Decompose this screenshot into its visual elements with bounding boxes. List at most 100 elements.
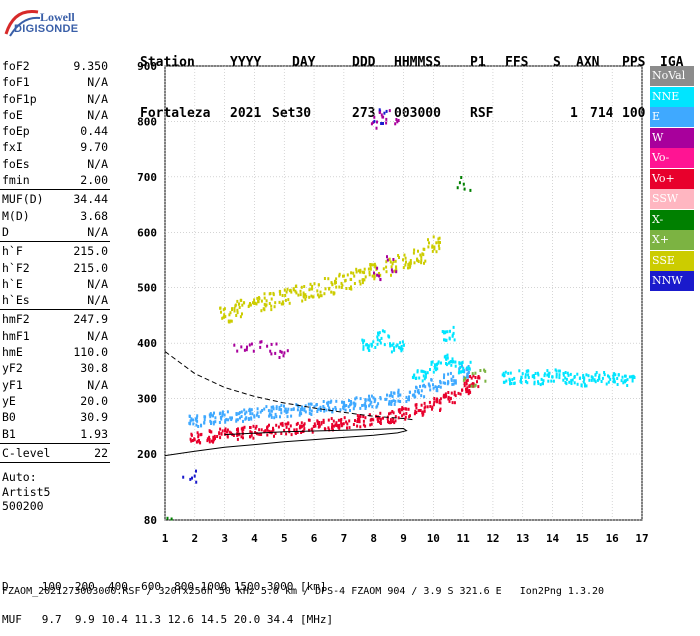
echo-point bbox=[340, 418, 343, 421]
echo-point bbox=[384, 397, 387, 401]
legend-entry: SSW bbox=[650, 189, 694, 209]
echo-point bbox=[446, 356, 449, 360]
echo-point bbox=[418, 376, 421, 380]
echo-point bbox=[243, 425, 246, 429]
echo-point bbox=[392, 411, 395, 415]
param-value: N/A bbox=[87, 377, 108, 392]
echo-point bbox=[415, 411, 418, 414]
echo-point bbox=[417, 260, 420, 263]
echo-point bbox=[393, 346, 395, 350]
echo-point bbox=[304, 404, 307, 408]
echo-point bbox=[470, 376, 473, 380]
echo-point bbox=[283, 404, 285, 408]
echo-point bbox=[270, 430, 273, 434]
echo-point bbox=[466, 375, 469, 379]
echo-point bbox=[408, 390, 411, 394]
echo-point bbox=[270, 304, 273, 308]
echo-point bbox=[348, 419, 351, 423]
echo-point bbox=[270, 409, 273, 413]
echo-point bbox=[439, 385, 442, 389]
echo-point bbox=[465, 390, 468, 394]
echo-point bbox=[396, 343, 399, 347]
echo-point bbox=[463, 381, 466, 385]
echo-point bbox=[432, 235, 435, 239]
echo-point bbox=[385, 109, 388, 113]
param-value: 2.00 bbox=[80, 173, 108, 188]
echo-point bbox=[369, 418, 372, 422]
echo-point bbox=[385, 397, 388, 401]
echo-point bbox=[272, 291, 275, 295]
echo-point bbox=[319, 290, 322, 294]
echo-point bbox=[401, 340, 404, 344]
echo-point bbox=[440, 361, 442, 365]
echo-point bbox=[199, 441, 202, 445]
echo-point bbox=[413, 395, 416, 399]
echo-point bbox=[466, 386, 469, 390]
y-tick-labels: 80 200 300 400 500 600 700 800 900 bbox=[137, 60, 157, 527]
y-tick-label: 80 bbox=[144, 514, 157, 527]
param-name: yF1 bbox=[2, 377, 23, 392]
param-value: 0.44 bbox=[80, 124, 108, 139]
echo-point bbox=[398, 409, 401, 413]
echo-point bbox=[368, 394, 370, 398]
echo-point bbox=[353, 274, 356, 278]
echo-point bbox=[345, 404, 348, 407]
echo-point bbox=[236, 428, 238, 432]
echo-point bbox=[280, 302, 283, 306]
x-tick-label: 12 bbox=[486, 532, 499, 545]
echo-point bbox=[421, 369, 424, 373]
echo-point bbox=[307, 402, 310, 406]
echo-point bbox=[390, 265, 393, 269]
echo-point bbox=[359, 415, 362, 418]
echo-point bbox=[383, 111, 386, 115]
echo-point bbox=[378, 110, 381, 114]
echo-point bbox=[428, 241, 430, 245]
param-name: h`Es bbox=[2, 293, 30, 308]
echo-point bbox=[596, 378, 599, 382]
echo-point bbox=[431, 407, 433, 411]
echo-point bbox=[192, 418, 195, 422]
echo-point bbox=[311, 430, 314, 434]
echo-point bbox=[465, 375, 468, 379]
echo-point bbox=[405, 412, 408, 415]
echo-point bbox=[221, 316, 224, 320]
echo-point bbox=[223, 307, 226, 311]
echo-point bbox=[374, 346, 377, 349]
echo-point bbox=[350, 271, 353, 275]
echo-point bbox=[393, 402, 396, 406]
echo-point bbox=[425, 372, 427, 376]
echo-point bbox=[195, 416, 198, 420]
echo-point bbox=[332, 291, 335, 295]
param-value: 110.0 bbox=[73, 345, 108, 360]
echo-point bbox=[325, 408, 328, 412]
echo-point bbox=[444, 381, 446, 385]
echo-point bbox=[613, 380, 616, 384]
autoscale-text: Artist5 bbox=[2, 484, 51, 499]
echo-point bbox=[389, 411, 392, 415]
echo-point bbox=[338, 426, 341, 430]
echo-point bbox=[450, 379, 453, 382]
echo-point bbox=[389, 260, 392, 264]
echo-point bbox=[237, 302, 240, 306]
echo-point bbox=[359, 425, 362, 429]
legend-entry: Vo- bbox=[650, 148, 694, 168]
echo-point bbox=[594, 373, 597, 377]
echo-point bbox=[229, 416, 232, 420]
echo-point bbox=[284, 422, 287, 426]
echo-point bbox=[240, 435, 243, 439]
echo-point bbox=[290, 408, 293, 412]
echo-point bbox=[434, 366, 437, 370]
echo-point bbox=[413, 393, 416, 397]
echo-point bbox=[398, 346, 401, 350]
echo-point bbox=[567, 373, 570, 377]
echo-point bbox=[203, 418, 206, 422]
echo-point bbox=[228, 313, 231, 317]
echo-point bbox=[274, 351, 277, 355]
echo-point bbox=[274, 412, 277, 416]
echo-point bbox=[332, 419, 335, 423]
echo-point bbox=[451, 401, 454, 405]
echo-point bbox=[624, 379, 627, 383]
echo-point bbox=[413, 261, 416, 265]
echo-point bbox=[249, 430, 252, 434]
echo-point bbox=[431, 249, 434, 253]
